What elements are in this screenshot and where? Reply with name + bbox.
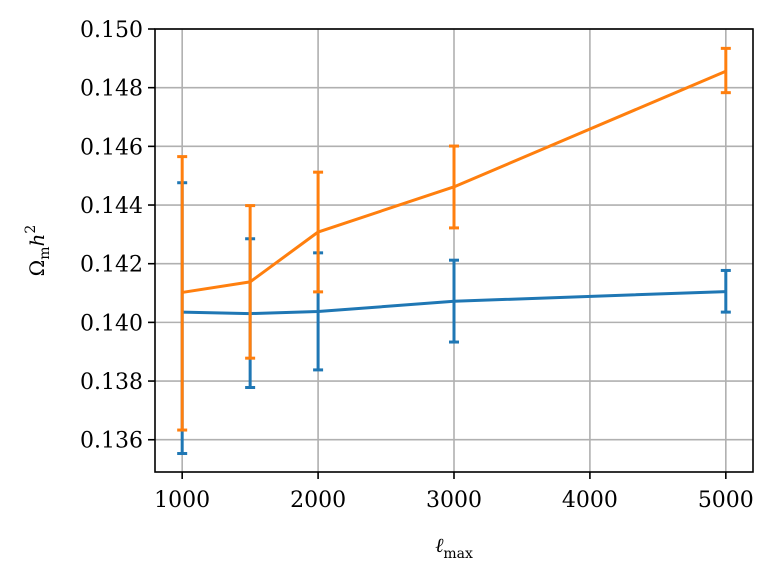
y-tick-label: 0.146: [80, 135, 143, 160]
y-tick-label: 0.140: [80, 311, 143, 336]
y-tick-label: 0.136: [80, 429, 143, 454]
x-axis-label: ℓmax: [435, 533, 473, 562]
y-axis-label-main: Ω: [25, 260, 49, 277]
y-tick-label: 0.150: [80, 18, 143, 43]
y-axis-label-tail: h: [25, 234, 49, 247]
x-axis-label-sub: max: [443, 546, 473, 562]
y-tick-label: 0.144: [80, 194, 143, 219]
x-axis-label-main: ℓ: [435, 533, 444, 557]
y-axis-label-sup: 2: [23, 225, 39, 234]
series-line: [181, 69, 727, 294]
tick-labels: 1000 2000 3000 4000 5000 0.136 0.138 0.140 0.142…: [80, 18, 754, 513]
y-axis-label-sub: m: [37, 246, 53, 259]
x-tick-label: 5000: [698, 488, 754, 513]
grid: [155, 28, 753, 472]
x-tick-label: 4000: [562, 488, 618, 513]
x-tick-label: 1000: [154, 488, 210, 513]
series: [177, 46, 731, 456]
ticks: [148, 28, 727, 479]
x-tick-label: 2000: [290, 488, 346, 513]
y-tick-label: 0.138: [80, 370, 143, 395]
y-tick-label: 0.148: [80, 77, 143, 102]
series-line: [182, 290, 726, 316]
x-tick-label: 3000: [426, 488, 482, 513]
series-2: [177, 46, 731, 432]
y-tick-label: 0.142: [80, 253, 143, 278]
y-axis-label: Ωmh2: [23, 225, 53, 277]
